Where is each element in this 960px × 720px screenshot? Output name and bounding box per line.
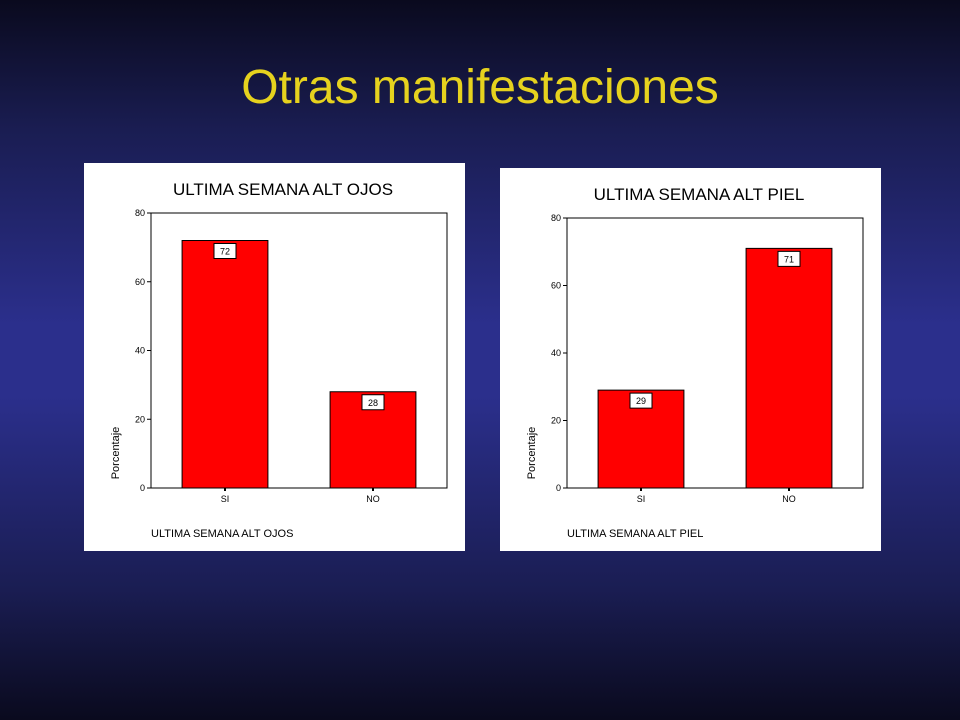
data-label: 29 [636, 396, 646, 406]
y-tick-label: 40 [551, 348, 561, 358]
x-tick-label: NO [782, 494, 796, 504]
x-tick-label: SI [637, 494, 646, 504]
y-tick-label: 80 [135, 208, 145, 218]
data-label-box [213, 243, 237, 259]
x-tick-label: NO [366, 494, 380, 504]
chart-panel-piel: ULTIMA SEMANA ALT PIEL 0 20 40 60 80 Porcentaj… [500, 168, 881, 551]
chart-title: ULTIMA SEMANA ALT PIEL [594, 185, 805, 204]
data-label-box [777, 250, 801, 267]
chart-panel-ojos: ULTIMA SEMANA ALT OJOS 0 20 40 60 80 Porcentaj… [84, 163, 465, 551]
x-axis-label: ULTIMA SEMANA ALT OJOS [151, 528, 293, 540]
data-label-box [361, 394, 385, 411]
data-label: 71 [784, 254, 794, 264]
slide-title: Otras manifestaciones [241, 61, 719, 114]
x-tick-label: SI [221, 494, 230, 504]
y-tick-label: 40 [135, 346, 145, 356]
x-axis-label: ULTIMA SEMANA ALT PIEL [567, 528, 703, 540]
bar-si [181, 240, 269, 489]
data-label: 72 [220, 247, 230, 257]
chart-ojos: ULTIMA SEMANA ALT OJOS 0 20 40 60 80 Porcentaj… [110, 180, 448, 540]
y-tick-label: 60 [135, 277, 145, 287]
y-tick-label: 80 [551, 213, 561, 223]
y-tick-label: 20 [135, 414, 145, 424]
y-tick-label: 0 [556, 483, 561, 493]
y-axis-label: Porcentaje [526, 427, 538, 480]
data-label: 28 [368, 398, 378, 408]
chart-piel: ULTIMA SEMANA ALT PIEL 0 20 40 60 80 Porcentaj… [526, 185, 864, 540]
y-axis-label: Porcentaje [110, 427, 122, 480]
y-tick-label: 0 [140, 483, 145, 493]
bar-no [745, 247, 833, 489]
y-tick-label: 20 [551, 416, 561, 426]
chart-title: ULTIMA SEMANA ALT OJOS [173, 180, 393, 199]
y-tick-label: 60 [551, 281, 561, 291]
data-label-box [629, 392, 653, 409]
